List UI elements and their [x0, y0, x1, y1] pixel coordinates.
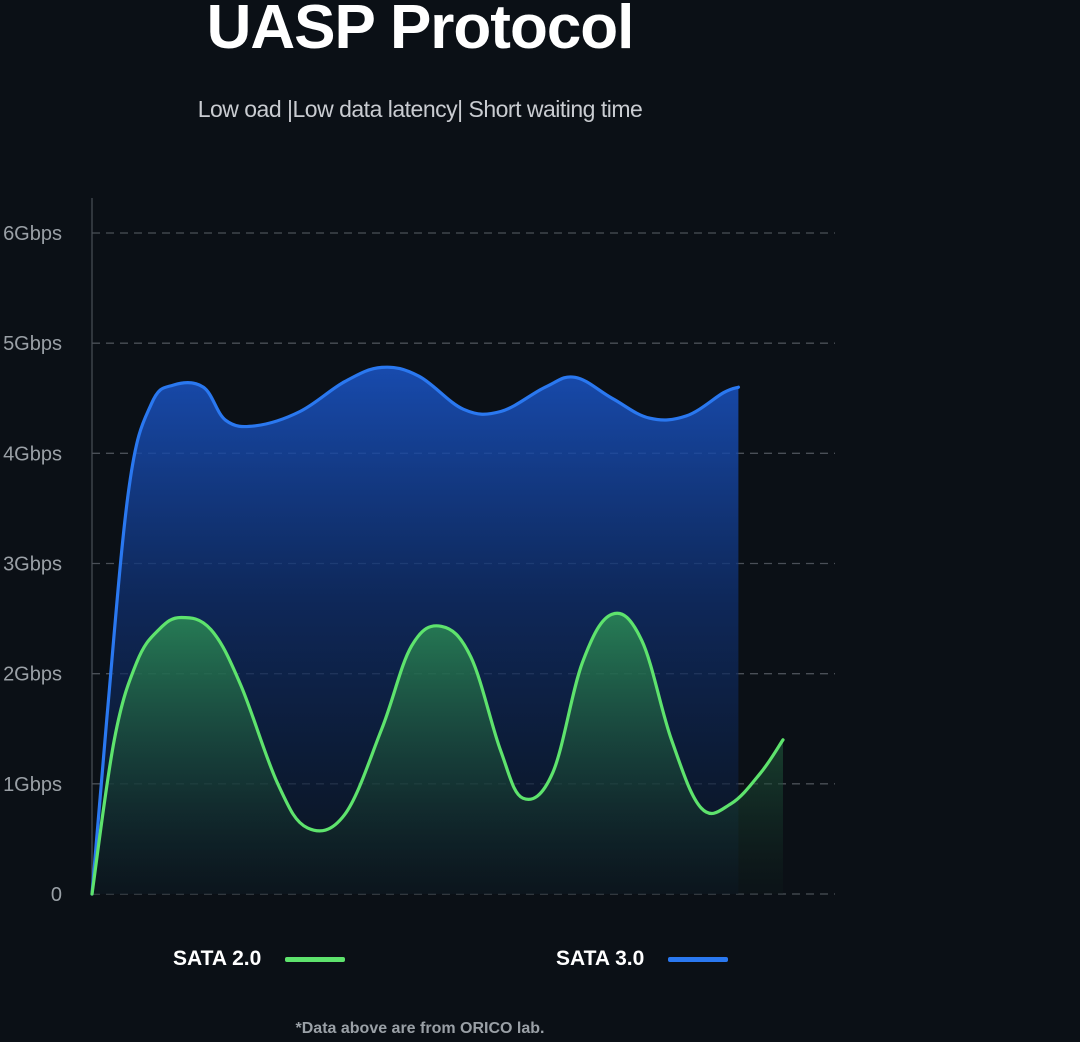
y-tick-label: 6Gbps [3, 223, 62, 245]
legend-swatch-sata2 [285, 956, 346, 962]
footnote: *Data above are from ORICO lab. [295, 1020, 545, 1037]
y-tick-label: 4Gbps [3, 443, 62, 465]
y-tick-label: 2Gbps [3, 664, 62, 686]
series-line-sata2 [90, 611, 785, 896]
y-tick-label: 1Gbps [3, 774, 62, 796]
legend-swatch-sata3 [668, 956, 729, 962]
legend-item-sata3: SATA 3.0 [556, 942, 729, 976]
legend-label-sata3: SATA 3.0 [556, 947, 645, 970]
chart-subtitle: Low oad |Low data latency| Short waiting… [197, 96, 643, 122]
series-line-sata3 [90, 365, 740, 896]
legend-item-sata2: SATA 2.0 [173, 942, 346, 976]
legend-label-sata2: SATA 2.0 [173, 947, 262, 970]
series-area-sata2 [92, 613, 783, 894]
y-tick-label: 5Gbps [3, 333, 62, 355]
chart-title: UASP Protocol [206, 0, 635, 62]
y-tick-label: 3Gbps [3, 554, 62, 576]
y-tick-label: 0 [51, 884, 62, 906]
